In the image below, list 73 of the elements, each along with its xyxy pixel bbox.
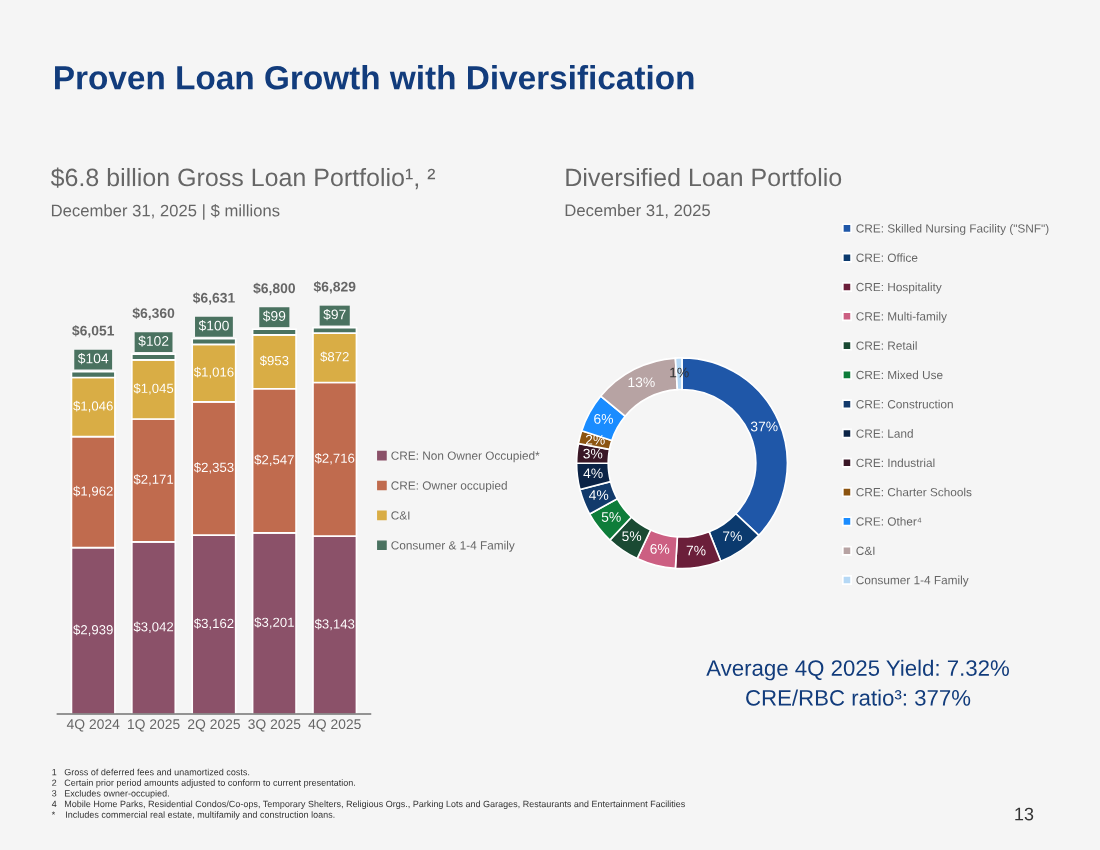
data-label: $104 [77,352,109,365]
data-label: 5% [601,512,621,522]
legend-label: CRE: Land [856,429,913,438]
x-tick-label: 3Q 2025 [248,719,301,732]
data-label: $3,143 [314,618,355,631]
legend-label: CRE: Construction [856,399,953,409]
data-label: 6% [650,543,670,554]
text: Proven Loan Growth with Diversification [55,65,694,90]
text: * Includes commercial real estate, multifamily and construction loans. [51,811,335,820]
data-label: $3,162 [193,618,234,630]
text: 3 Excludes owner-occupied. [52,789,169,799]
legend-label: CRE: Non Owner Occupied* [391,451,540,463]
data-label: $1,046 [73,400,113,413]
chart-subtitle: December 31, 2025 [565,204,710,219]
data-label: $102 [138,335,169,347]
legend-label: CRE: Multi-family [856,311,947,323]
data-label: $1,045 [133,383,174,395]
text: 13 [1015,807,1034,821]
data-label: $100 [198,320,229,332]
total-label: $6,631 [192,292,235,305]
legend-label: CRE: Mixed Use [856,370,943,380]
total-label: $6,829 [313,281,356,294]
data-label: $2,939 [73,624,113,636]
data-label: $2,353 [193,462,234,474]
data-label: $953 [259,355,289,367]
legend-label: CRE: Skilled Nursing Facility ("SNF") [856,223,1049,235]
legend-label: C&I [391,511,410,520]
data-label: $1,962 [73,485,113,498]
data-label: $99 [262,310,286,322]
chart-subtitle: December 31, 2025 | $ millions [51,204,280,220]
text: 1 Gross of deferred fees and unamortized costs. [52,768,250,776]
data-label: $97 [323,308,346,321]
data-label: 4% [583,468,603,479]
data-label: $2,716 [314,452,355,465]
data-label: 6% [594,413,614,424]
legend-label: Consumer 1-4 Family [856,575,969,587]
data-label: 7% [686,545,706,556]
text: 4 Mobile Home Parks, Residential Condos/Co-ops, Temporary Shelters, Religious Orgs., Parking Lots and Garages, Restaurants and Entertainment Facilities [51,800,685,809]
total-label: $6,800 [253,282,295,296]
total-label: $6,360 [132,307,175,321]
data-label: 2% [585,434,605,445]
chart-title: Diversified Loan Portfolio [566,167,842,187]
legend-label: CRE: Hospitality [856,282,942,294]
data-label: 1% [670,367,689,378]
legend-label: CRE: Owner occupied [391,481,507,493]
legend-label: CRE: Office [856,253,918,262]
data-label: $1,016 [193,366,234,379]
total-label: $6,051 [72,325,115,338]
legend-label: CRE: Retail [856,341,917,350]
text: Average 4Q 2025 Yield: 7.32% [706,659,1009,681]
data-label: $2,547 [254,454,294,466]
data-label: 4% [588,490,609,500]
legend-label: C&I [856,546,875,555]
data-label: $3,042 [133,621,174,634]
x-tick-label: 1Q 2025 [127,719,180,732]
data-label: $3,201 [254,617,294,629]
text: CRE/RBC ratio³: 377% [746,689,971,706]
legend-label: CRE: Charter Schools [856,487,972,497]
data-label: 5% [622,531,642,542]
data-label: 37% [750,421,778,432]
data-label: $872 [320,351,349,363]
x-tick-label: 2Q 2025 [188,719,241,732]
data-label: $2,171 [133,474,174,486]
chart-title: $6.8 billion Gross Loan Portfolio¹, ² [50,167,436,190]
data-label: 13% [628,377,655,388]
legend-label: CRE: Industrial [856,458,935,468]
legend-label: CRE: Other⁴ [856,516,922,526]
data-label: 3% [583,448,603,459]
legend-label: Consumer & 1-4 Family [391,540,515,552]
x-tick-label: 4Q 2025 [308,719,361,732]
text: 2 Certain prior period amounts adjusted to conform to current presentation. [52,779,355,788]
x-tick-label: 4Q 2024 [66,719,120,732]
data-label: 7% [723,531,742,542]
